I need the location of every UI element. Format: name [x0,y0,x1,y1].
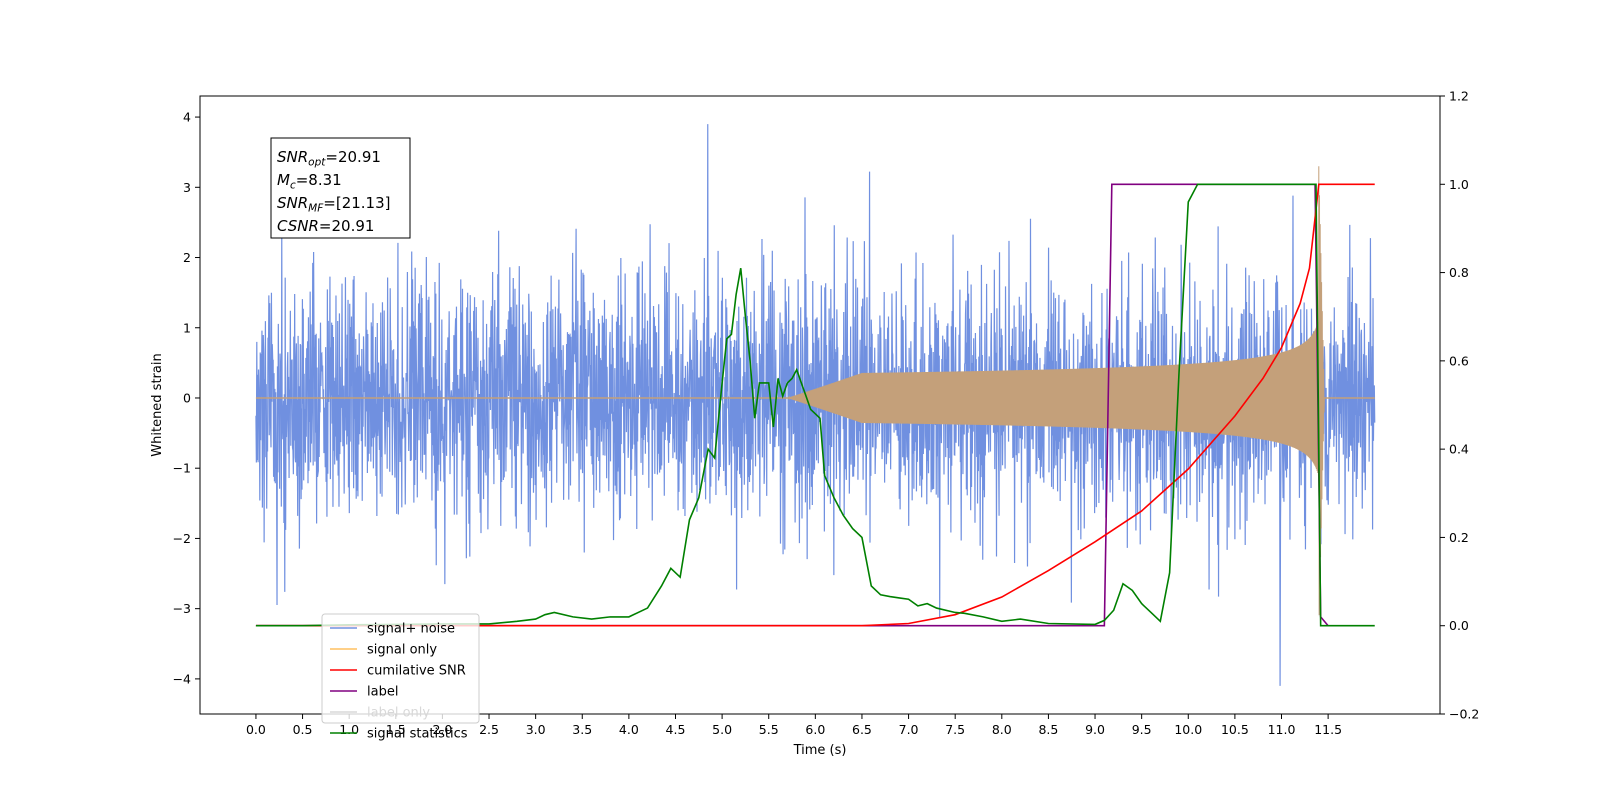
y-left-tick-label: −2 [173,531,191,546]
y-right-tick-label: −0.2 [1449,707,1479,722]
y-right-tick-label: 0.8 [1449,265,1469,280]
right-axis-series [255,183,1375,627]
legend-label: label only [367,706,430,721]
y-right-tick-label: 0.6 [1449,353,1469,368]
y-right-tick-label: 0.2 [1449,530,1469,545]
y-right-tick-label: 1.0 [1449,177,1469,192]
x-tick-label: 3.5 [572,722,592,737]
y-left-tick-label: 4 [183,110,191,125]
x-tick-label: 5.0 [712,722,732,737]
y-right-tick-label: 0.4 [1449,442,1469,457]
x-tick-label: 8.5 [1038,722,1058,737]
y-left-tick-label: 0 [183,390,191,405]
legend-label: signal+ noise [367,622,455,637]
legend-label: signal statistics [367,727,468,742]
y-axis-left: 4 3 2 1 0 −1 −2 −3 −4 [173,110,200,686]
legend-label: label [367,685,398,700]
y-left-tick-label: −3 [173,601,191,616]
x-tick-label: 7.0 [899,722,919,737]
x-tick-label: 6.5 [852,722,872,737]
y-axis-label: Whitened strain [150,353,165,456]
x-tick-label: 3.0 [526,722,546,737]
legend-label: signal only [367,643,437,658]
y-left-tick-label: −4 [173,671,191,686]
annotation-line: SNRopt=20.91 [277,148,381,169]
x-tick-label: 7.5 [945,722,965,737]
x-tick-label: 5.5 [759,722,779,737]
x-tick-label: 1.5 [386,722,406,737]
x-tick-label: 2.5 [479,722,499,737]
x-tick-label: 11.0 [1268,722,1296,737]
y-left-tick-label: 1 [183,320,191,335]
y-axis-right: 1.2 1.0 0.8 0.6 0.4 0.2 0.0 −0.2 [1440,89,1479,722]
x-tick-label: 4.0 [619,722,639,737]
x-tick-label: 0.5 [293,722,313,737]
x-tick-label: 10.5 [1221,722,1249,737]
x-tick-label: 9.0 [1085,722,1105,737]
x-axis-label: Time (s) [793,743,847,758]
legend-label: cumilative SNR [367,664,466,679]
x-tick-label: 10.0 [1174,722,1202,737]
x-tick-label: 6.0 [805,722,825,737]
y-right-tick-label: 1.2 [1449,89,1469,104]
x-tick-label: 11.5 [1314,722,1342,737]
x-tick-label: 4.5 [666,722,686,737]
x-tick-label: 1.0 [339,722,359,737]
legend: signal+ noise signal only cumilative SNR la… [321,613,480,742]
annotation-line: SNRMF=[21.13] [277,194,391,215]
y-right-tick-label: 0.0 [1449,618,1469,633]
signal-statistics-line [255,183,1375,627]
signal-only-series [255,166,1375,616]
plot-frame [199,95,1441,715]
annotation-line: CSNR=20.91 [277,217,374,235]
annotation-line: Mc=8.31 [277,171,342,192]
cumilative-snr-line [255,183,1375,627]
x-tick-label: 8.0 [992,722,1012,737]
y-left-tick-label: −1 [173,461,191,476]
y-left-tick-label: 2 [183,250,191,265]
x-axis: 0.0 0.5 1.0 1.5 2.0 2.5 3.0 3.5 4.0 4.5 5.0 5.5 6.0 6… [246,714,1342,737]
y-left-tick-label: 3 [183,180,191,195]
x-tick-label: 9.5 [1132,722,1152,737]
x-tick-label: 2.0 [432,722,452,737]
x-tick-label: 0.0 [246,722,266,737]
